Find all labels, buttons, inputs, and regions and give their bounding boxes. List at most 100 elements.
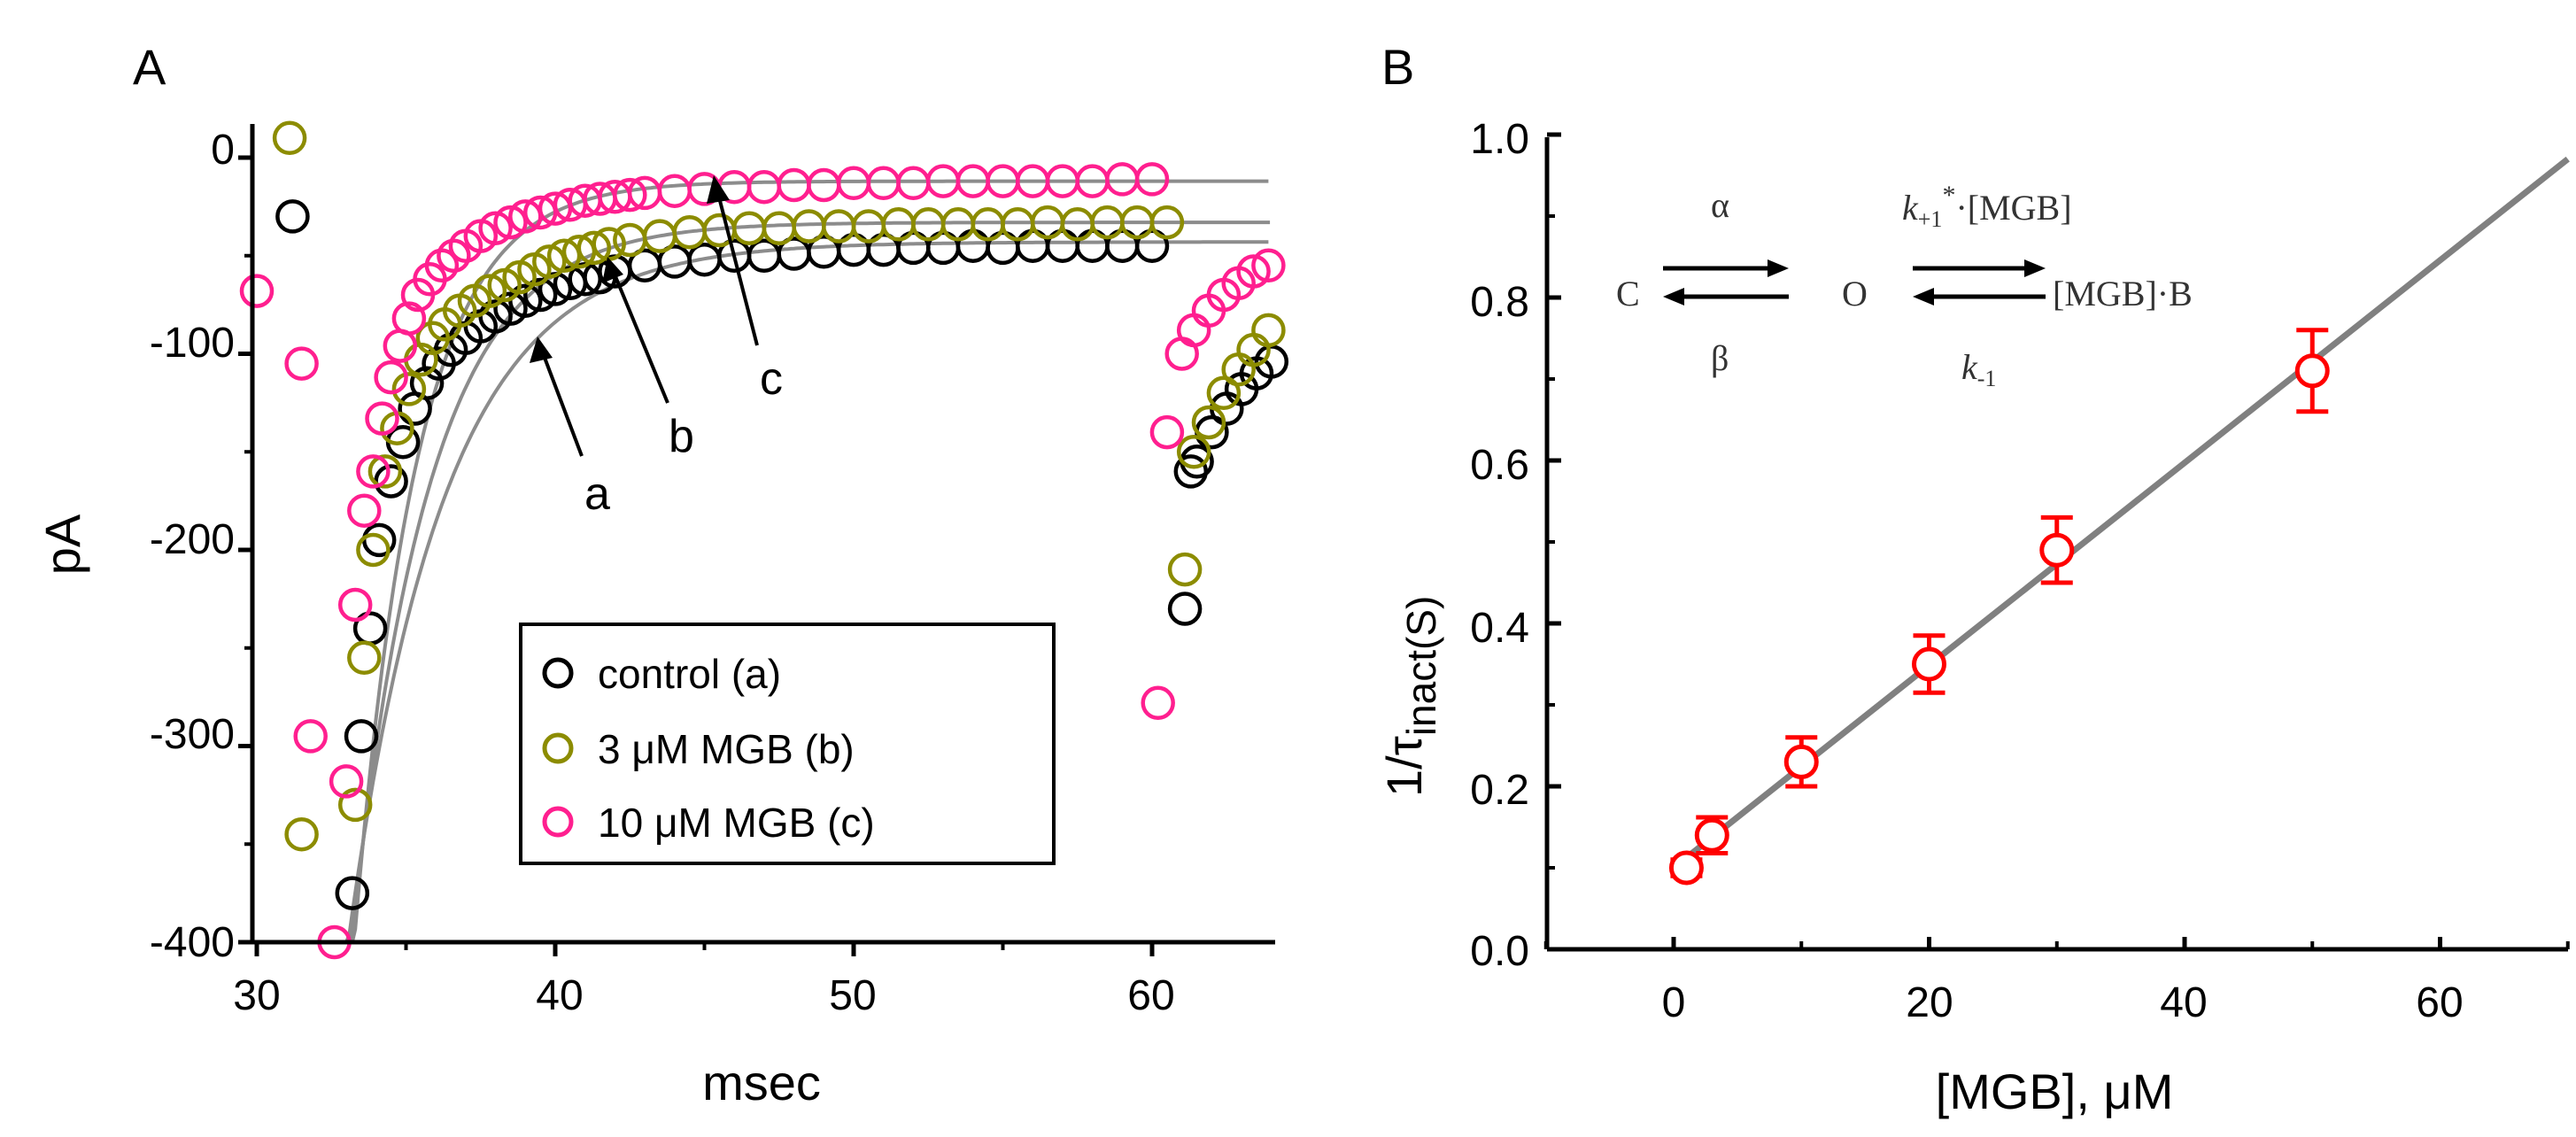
scheme-kminus-main: k (1961, 347, 1978, 387)
data-point-control (335, 876, 370, 910)
panel-b-x-tick-label: 60 (2416, 979, 2463, 1026)
panel-a-fit-a (337, 240, 1269, 944)
data-point-mgb3 (532, 244, 567, 279)
panel-a-x-tick-label: 40 (536, 972, 583, 1019)
legend-label-mgb10: 10 μM MGB (c) (598, 800, 875, 846)
scheme-rate-kminus: k-1 (1961, 347, 1996, 391)
scheme-kplus-sub: +1 (1918, 206, 1943, 232)
data-point-mgb3 (1149, 205, 1185, 240)
data-point-mgb10 (424, 248, 460, 283)
data-point-control (344, 719, 379, 754)
data-point-mgb10 (284, 346, 319, 381)
panel-b-y-tick-label: 0.4 (1470, 605, 1529, 652)
data-point-mgb10 (1141, 685, 1175, 721)
panel-b-data-point (2294, 353, 2330, 389)
scheme-state-o: O (1842, 274, 1868, 313)
data-point-control (955, 228, 991, 263)
panel-b-data-point (1783, 744, 1819, 779)
data-point-mgb3 (391, 372, 427, 406)
legend-marker-control (542, 657, 574, 689)
data-point-mgb10 (478, 211, 513, 245)
panel-a-x-tick-label: 30 (233, 972, 280, 1019)
panel-b-x-tick-label: 20 (1906, 979, 1953, 1026)
data-point-mgb10 (493, 205, 528, 240)
data-point-mgb3 (337, 787, 373, 823)
scheme-rate-beta: β (1711, 338, 1729, 378)
panel-a-x-axis-label: msec (702, 1055, 821, 1110)
data-point-mgb10 (657, 174, 692, 208)
panel-a-y-tick-label: -400 (150, 919, 235, 966)
annotation-arrow-c: c (707, 175, 783, 405)
data-point-control (746, 238, 782, 274)
data-point-mgb3 (1176, 435, 1211, 469)
panel-a-x-tick-label: 50 (829, 972, 876, 1019)
scheme-kplus-tail: ·[MGB] (1955, 188, 2071, 228)
panel-a-ticks (238, 155, 1155, 956)
data-point-mgb10 (1236, 254, 1271, 289)
legend-marker-mgb10 (542, 806, 574, 838)
data-point-control (1134, 228, 1170, 263)
scheme-arrowhead (2024, 259, 2046, 277)
panel-a-y-tick-label: 0 (211, 127, 235, 174)
data-point-mgb10 (746, 169, 782, 205)
legend-box (519, 623, 1056, 865)
annotation-label-b: b (669, 411, 694, 462)
data-point-mgb10 (777, 167, 811, 203)
data-point-mgb10 (1149, 414, 1185, 450)
panel-b-ticks (1543, 132, 2570, 952)
panel-b-y-tick-label: 0.8 (1470, 279, 1529, 326)
panel-b-x-tick-label: 0 (1662, 979, 1686, 1026)
data-point-mgb3 (851, 209, 886, 244)
data-point-mgb10 (329, 764, 364, 799)
data-point-mgb10 (437, 238, 471, 274)
panel-a-label: A (133, 39, 166, 95)
panel-b-data-point (1694, 817, 1729, 853)
panel-b-y-tick-label: 0.0 (1470, 928, 1529, 975)
panel-b-data-point (2039, 532, 2075, 568)
panel-b-data-point (1912, 646, 1946, 682)
panel-b-regression-line (1671, 156, 2570, 870)
panel-b-data-point (1668, 850, 1704, 886)
data-point-control (409, 366, 445, 400)
panel-b-x-axis-label: [MGB], μM (1936, 1064, 2174, 1119)
legend-label-mgb3: 3 μM MGB (b) (598, 726, 855, 772)
data-point-mgb10 (1105, 162, 1140, 197)
legend-marker-mgb3 (542, 732, 574, 764)
data-point-mgb3 (1251, 313, 1286, 348)
panel-a: A 0 -100 -200 -300 -400 30 40 50 60 msec… (35, 39, 1289, 1110)
data-point-control (1167, 592, 1203, 626)
annotation-label-a: a (584, 468, 610, 520)
data-point-mgb10 (356, 454, 391, 489)
legend-label-control: control (a) (598, 651, 781, 697)
scheme-kminus-sub: -1 (1977, 366, 1997, 391)
scheme-rate-kplus: k+1*·[MGB] (1902, 181, 2072, 232)
panel-b: B 0.0 0.2 0.4 0.6 0.8 1.0 0 20 40 60 [MG… (1376, 39, 2570, 1119)
data-point-mgb3 (821, 209, 856, 244)
data-point-mgb10 (1134, 162, 1170, 197)
data-point-mgb10 (807, 167, 841, 203)
data-point-mgb3 (1060, 207, 1095, 242)
data-point-mgb3 (1167, 552, 1203, 587)
scheme-state-mgb-b: [MGB]·B (2053, 274, 2193, 313)
reaction-scheme: C O [MGB]·B α β k+1*·[MGB] k-1 (1616, 181, 2193, 391)
scheme-rate-alpha: α (1711, 185, 1729, 225)
data-point-mgb3 (347, 640, 382, 676)
panel-a-y-tick-label: -100 (150, 320, 235, 367)
panel-a-y-tick-label: -200 (150, 516, 235, 563)
panel-b-x-tick-label: 40 (2160, 979, 2207, 1026)
panel-a-x-tick-label: 60 (1127, 972, 1174, 1019)
data-point-mgb3 (472, 274, 507, 308)
data-point-mgb3 (762, 211, 797, 245)
panel-a-y-axis-label: pA (35, 514, 90, 575)
panel-b-y-tick-label: 0.2 (1470, 767, 1529, 814)
data-point-mgb10 (613, 177, 647, 213)
data-point-mgb10 (1176, 313, 1211, 348)
panel-b-data-points (1668, 328, 2330, 886)
data-point-mgb10 (391, 301, 427, 336)
panel-b-y-axis-label-sub: inact(S) (1398, 596, 1444, 736)
data-point-mgb3 (1191, 405, 1226, 440)
data-point-mgb10 (365, 401, 399, 436)
panel-b-y-tick-label: 1.0 (1470, 116, 1529, 163)
data-point-mgb10 (293, 719, 328, 754)
